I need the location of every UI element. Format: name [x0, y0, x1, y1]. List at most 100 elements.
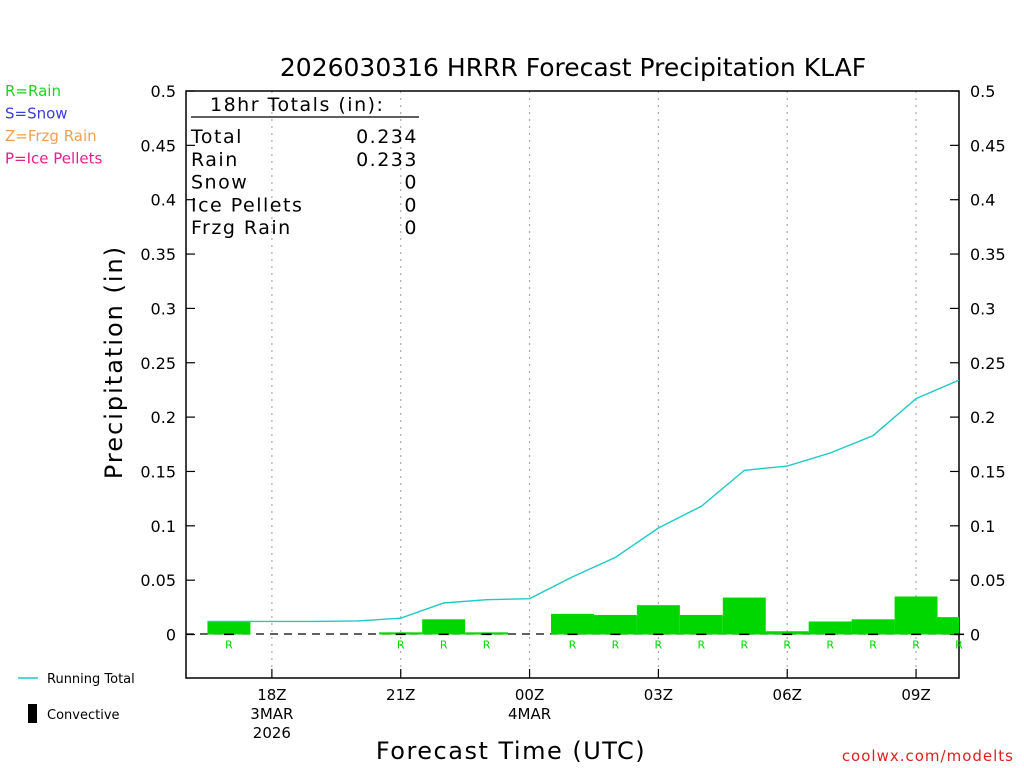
precip-type-marker: R [612, 639, 620, 652]
y-tick-label-right: 0.35 [970, 245, 1006, 264]
precip-type-legend-item: P=Ice Pellets [5, 150, 102, 168]
precip-type-marker: R [698, 639, 706, 652]
convective-marker [223, 633, 234, 636]
precip-bar [937, 617, 959, 635]
totals-row-label: Snow [191, 172, 248, 194]
x-tick-label: 00Z [515, 686, 544, 704]
convective-marker [825, 633, 836, 636]
running-total-line [207, 379, 960, 623]
y-tick-label-right: 0.2 [970, 408, 995, 427]
y-tick-label-right: 0.3 [970, 299, 995, 318]
convective-marker [782, 633, 793, 636]
precip-type-marker: R [912, 639, 920, 652]
totals-box: 18hr Totals (in): Total 0.234 Rain 0.233 Snow… [190, 94, 419, 239]
y-tick-label-right: 0.1 [970, 517, 995, 536]
y-tick-label-left: 0.4 [151, 191, 176, 210]
convective-marker [567, 633, 578, 636]
convective-marker [481, 633, 492, 636]
y-tick-label-left: 0.45 [140, 136, 176, 155]
convective-legend-swatch [28, 704, 37, 723]
convective-marker [739, 633, 750, 636]
convective-marker [954, 633, 964, 636]
running-total-legend: Running Total [18, 672, 135, 687]
precip-bar [765, 631, 809, 635]
precip-type-marker: R [955, 639, 963, 652]
convective-legend: Convective [28, 704, 120, 723]
time-gridlines [271, 91, 917, 678]
totals-box-heading: 18hr Totals (in): [210, 94, 384, 116]
y-tick-label-left: 0.5 [151, 82, 176, 101]
y-axis-label: Precipitation (in) [100, 245, 128, 479]
y-tick-label-right: 0 [970, 626, 980, 645]
x-tick-label: 4MAR [508, 705, 551, 723]
precip-type-legend: R=Rain S=Snow Z=Frzg Rain P=Ice Pellets [5, 82, 102, 168]
y-tick-label-left: 0.2 [151, 408, 176, 427]
x-tick-label: 21Z [386, 686, 415, 704]
y-tick-label-left: 0.3 [151, 299, 176, 318]
precip-bar [379, 632, 423, 635]
x-axis-label: Forecast Time (UTC) [376, 737, 646, 765]
totals-row-label: Rain [191, 149, 239, 171]
x-tick-label: 03Z [644, 686, 673, 704]
x-tick-label: 06Z [773, 686, 802, 704]
y-tick-label-left: 0.05 [140, 571, 176, 590]
totals-row-value: 0.233 [356, 149, 418, 171]
precip-bars [207, 596, 964, 636]
precip-type-marker: R [869, 639, 877, 652]
convective-marker [395, 633, 406, 636]
convective-marker [868, 633, 879, 636]
precip-bar [551, 613, 594, 635]
x-tick-label: 2026 [253, 724, 291, 742]
convective-marker [696, 633, 707, 636]
y-tick-label-left: 0.35 [140, 245, 176, 264]
precip-type-legend-item: R=Rain [5, 82, 61, 100]
precip-type-legend-item: Z=Frzg Rain [5, 127, 97, 145]
convective-legend-label: Convective [47, 708, 120, 723]
convective-marker [610, 633, 621, 636]
precip-type-marker: R [569, 639, 577, 652]
y-tick-label-right: 0.05 [970, 571, 1006, 590]
x-tick-label: 3MAR [250, 705, 293, 723]
y-tick-label-left: 0.1 [151, 517, 176, 536]
y-tick-label-right: 0.25 [970, 354, 1006, 373]
precip-type-marker: R [655, 639, 663, 652]
running-total-legend-label: Running Total [47, 672, 135, 687]
y-tick-label-right: 0.4 [970, 191, 995, 210]
convective-marker [653, 633, 664, 636]
totals-row-value: 0 [404, 194, 418, 216]
x-tick-label: 09Z [901, 686, 930, 704]
y-tick-label-right: 0.5 [970, 82, 995, 101]
precip-bar [207, 621, 251, 635]
precip-bar [465, 632, 509, 635]
totals-row-label: Total [190, 126, 243, 148]
precip-bar [636, 605, 680, 635]
precip-bar [851, 619, 895, 635]
y-tick-label-right: 0.45 [970, 136, 1006, 155]
precip-bar [894, 596, 938, 635]
precip-type-marker: R [397, 639, 405, 652]
totals-row-value: 0 [404, 217, 418, 239]
y-axis-left: 0 0.05 0.1 0.15 0.2 0.25 0.3 0.35 0.4 0.45 0.5 [140, 82, 195, 645]
y-tick-label-right: 0.15 [970, 462, 1006, 481]
precip-type-marker: R [225, 639, 233, 652]
precip-bar [722, 597, 766, 635]
precip-type-marker: R [826, 639, 834, 652]
precip-type-marker: R [440, 639, 448, 652]
precip-bar [679, 614, 723, 635]
totals-row-label: Frzg Rain [191, 217, 292, 239]
precip-bar [422, 619, 466, 635]
precip-bar [593, 614, 637, 635]
source-credit: coolwx.com/modelts [842, 747, 1014, 765]
y-tick-label-left: 0 [166, 626, 176, 645]
x-tick-label: 18Z [257, 686, 286, 704]
precip-type-marker: R [483, 639, 491, 652]
plot-frame [185, 90, 960, 679]
chart-title: 2026030316 HRRR Forecast Precipitation K… [280, 53, 866, 82]
totals-row-label: Ice Pellets [191, 194, 303, 216]
y-tick-label-left: 0.25 [140, 354, 176, 373]
convective-marker [911, 633, 922, 636]
convective-marker [438, 633, 449, 636]
